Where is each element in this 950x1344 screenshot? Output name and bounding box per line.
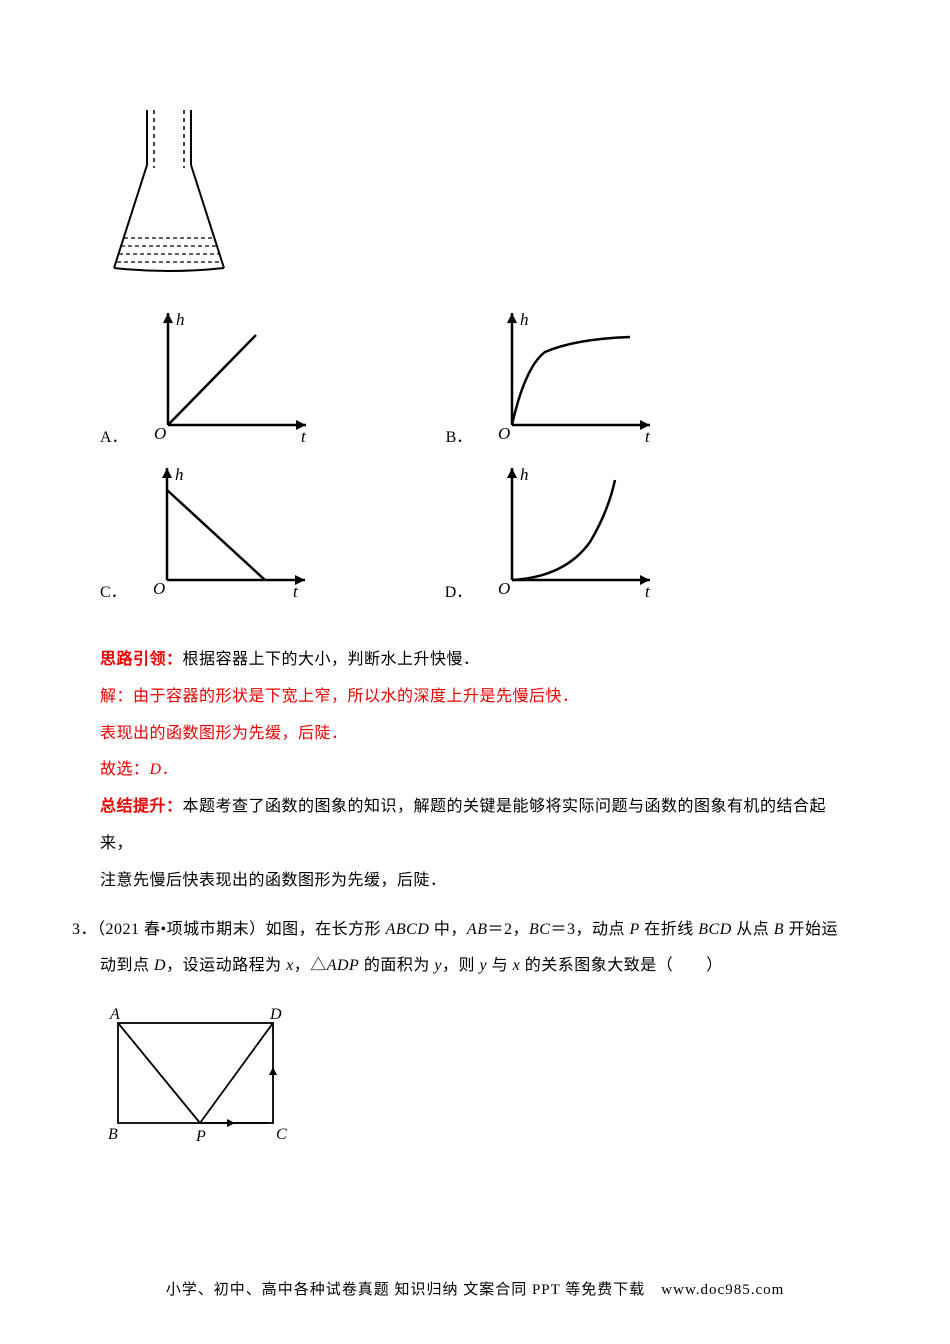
svg-text:O: O: [153, 579, 165, 598]
svg-text:O: O: [498, 579, 510, 598]
chart-d: h t O: [480, 462, 660, 607]
flask-diagram: [110, 110, 850, 277]
axis-t-label: t: [301, 427, 307, 446]
summary-text-a: 本题考查了函数的图象的知识，解题的关键是能够将实际问题与函数的图象有机的结合起来…: [100, 798, 826, 852]
solution-block: 思路引领：根据容器上下的大小，判断水上升快慢． 解：由于容器的形状是下宽上窄，所…: [100, 642, 850, 900]
q3-number: 3．: [72, 921, 97, 938]
rectangle-diagram: A D B C P: [100, 1005, 850, 1160]
chart-options: A． h t O B．: [100, 307, 850, 617]
option-d-label: D．: [445, 578, 473, 602]
answer-suffix: ．: [162, 761, 179, 778]
svg-text:t: t: [645, 427, 651, 446]
question-3: 3．（2021 春•项城市期末）如图，在长方形 ABCD 中，AB＝2，BC＝3…: [100, 912, 850, 1161]
summary-text-b: 注意先慢后快表现出的函数图形为先缓，后陡．: [100, 863, 850, 900]
hint-label: 思路引领：: [100, 651, 183, 668]
svg-text:t: t: [645, 582, 651, 601]
option-c-label: C．: [100, 578, 127, 602]
chart-c: h t O: [135, 462, 315, 607]
chart-b: h t O: [480, 307, 660, 452]
option-c: C． h t O: [100, 462, 445, 607]
option-d: D． h t O: [445, 462, 791, 607]
option-b-label: B．: [446, 423, 473, 447]
option-a: A． h t O: [100, 307, 446, 452]
svg-text:t: t: [293, 582, 299, 601]
svg-text:O: O: [498, 424, 510, 443]
answer-letter: D: [150, 761, 162, 778]
axis-o-label: O: [154, 424, 166, 443]
svg-text:P: P: [195, 1128, 206, 1145]
chart-a: h t O: [136, 307, 316, 452]
svg-text:A: A: [109, 1006, 120, 1023]
option-b: B． h t O: [446, 307, 791, 452]
page-footer: 小学、初中、高中各种试卷真题 知识归纳 文案合同 PPT 等免费下载 www.d…: [0, 1278, 950, 1299]
footer-text: 小学、初中、高中各种试卷真题 知识归纳 文案合同 PPT 等免费下载 www.d…: [166, 1282, 785, 1298]
svg-text:h: h: [520, 310, 529, 329]
hint-text: 根据容器上下的大小，判断水上升快慢．: [183, 651, 480, 668]
answer-prefix: 故选：: [100, 761, 150, 778]
svg-text:D: D: [269, 1006, 282, 1023]
svg-text:B: B: [108, 1126, 118, 1143]
svg-text:C: C: [276, 1126, 287, 1143]
svg-text:h: h: [520, 465, 529, 484]
axis-h-label: h: [176, 310, 185, 329]
solution-line3: 表现出的函数图形为先缓，后陡．: [100, 716, 850, 753]
svg-text:h: h: [175, 465, 184, 484]
solution-line2: 解：由于容器的形状是下宽上窄，所以水的深度上升是先慢后快．: [100, 679, 850, 716]
option-a-label: A．: [100, 423, 128, 447]
summary-label: 总结提升：: [100, 798, 183, 815]
